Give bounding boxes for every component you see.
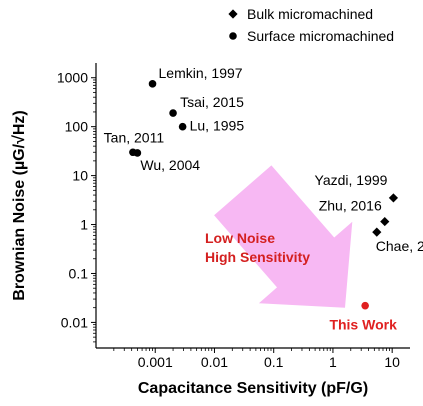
point-label: Zhu, 2016 bbox=[319, 198, 382, 214]
point-label: Wu, 2004 bbox=[140, 157, 200, 173]
point-label: Chae, 2005 bbox=[376, 238, 423, 254]
x-tick-label: 0.1 bbox=[264, 354, 284, 370]
point-label: Lemkin, 1997 bbox=[159, 65, 243, 81]
this-work-point bbox=[361, 301, 369, 310]
x-tick-label: 0.001 bbox=[138, 354, 173, 370]
x-tick-label: 1 bbox=[329, 354, 337, 370]
y-tick-label: 1000 bbox=[57, 70, 88, 86]
y-tick-label: 1 bbox=[80, 217, 88, 233]
x-axis-label: Capacitance Sensitivity (pF/G) bbox=[138, 380, 368, 397]
point-label: Tan, 2011 bbox=[104, 129, 165, 145]
point-label: Tsai, 2015 bbox=[180, 94, 244, 110]
y-axis-label: Brownian Noise (µG/√Hz) bbox=[11, 110, 28, 300]
surface-point bbox=[178, 122, 187, 131]
x-tick-label: 0.01 bbox=[201, 354, 228, 370]
y-tick-label: 0.01 bbox=[61, 314, 88, 330]
legend-label: Surface micromachined bbox=[247, 28, 394, 44]
bulk-point bbox=[388, 193, 399, 203]
y-tick-label: 0.1 bbox=[69, 265, 89, 281]
point-label: Yazdi, 1999 bbox=[315, 172, 388, 188]
y-tick-label: 10 bbox=[72, 168, 88, 184]
bulk-point bbox=[380, 216, 390, 227]
annotation-text: Low Noise bbox=[205, 230, 275, 246]
trend-arrow bbox=[214, 165, 353, 308]
surface-point bbox=[169, 109, 177, 117]
bulk-point bbox=[372, 227, 382, 237]
point-label: Lu, 1995 bbox=[190, 118, 245, 134]
y-tick-label: 100 bbox=[65, 119, 89, 135]
annotation-text: High Sensitivity bbox=[205, 249, 310, 265]
legend-marker bbox=[228, 9, 238, 19]
surface-point bbox=[133, 149, 142, 157]
surface-point bbox=[148, 80, 157, 88]
legend-marker bbox=[229, 32, 237, 40]
x-tick-label: 10 bbox=[384, 354, 400, 370]
legend-label: Bulk micromachined bbox=[247, 6, 373, 22]
point-label: This Work bbox=[329, 317, 397, 333]
